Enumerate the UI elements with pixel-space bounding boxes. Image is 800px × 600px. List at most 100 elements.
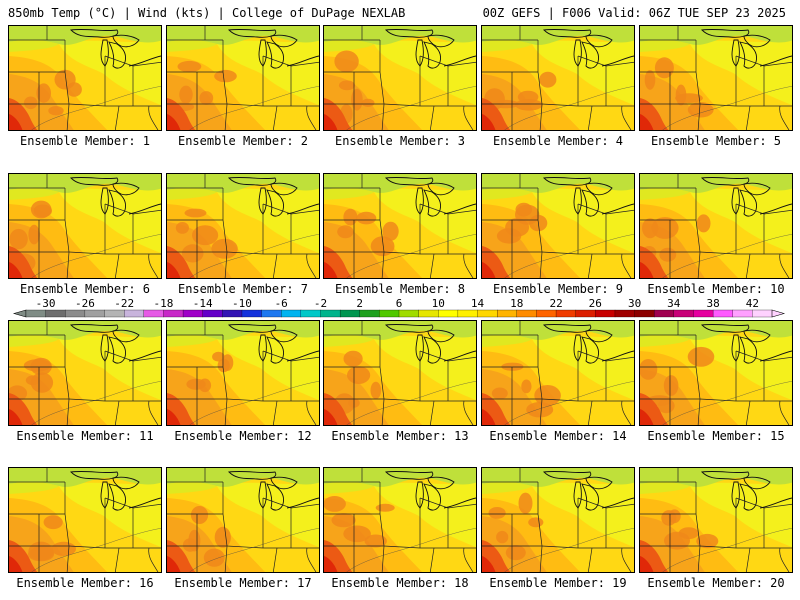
ensemble-member-label: Ensemble Member: 1 <box>19 134 151 148</box>
ensemble-member-label: Ensemble Member: 14 <box>489 429 627 443</box>
colorbar-swatch <box>732 309 753 318</box>
ensemble-map-panel <box>8 467 162 573</box>
temperature-map <box>640 321 792 425</box>
ensemble-map-panel <box>323 320 477 426</box>
colorbar-swatch <box>654 309 675 318</box>
colorbar-swatch <box>84 309 105 318</box>
temperature-map <box>9 468 161 572</box>
temperature-map <box>640 174 792 278</box>
colorbar-swatch <box>497 309 518 318</box>
colorbar-tick-label: 26 <box>589 297 602 310</box>
ensemble-member-label: Ensemble Member: 4 <box>492 134 624 148</box>
colorbar-tick-label: 2 <box>356 297 363 310</box>
ensemble-map-panel <box>8 173 162 279</box>
colorbar-swatch <box>595 309 616 318</box>
ensemble-map-panel <box>166 173 320 279</box>
model-valid-time: 00Z GEFS | F006 Valid: 06Z TUE SEP 23 20… <box>482 6 786 20</box>
temperature-map <box>167 321 319 425</box>
colorbar-tick-label: 34 <box>667 297 681 310</box>
colorbar-swatch <box>457 309 478 318</box>
temperature-map <box>167 26 319 130</box>
temperature-map <box>324 174 476 278</box>
colorbar-swatch <box>25 309 47 318</box>
ensemble-map-panel <box>639 25 793 131</box>
ensemble-map-panel <box>166 25 320 131</box>
ensemble-member-label: Ensemble Member: 17 <box>174 576 312 590</box>
colorbar-swatch <box>418 309 439 318</box>
ensemble-map-panel <box>639 173 793 279</box>
colorbar-swatch <box>634 309 655 318</box>
colorbar-swatch <box>65 309 86 318</box>
ensemble-member-label: Ensemble Member: 15 <box>647 429 785 443</box>
ensemble-member-label: Ensemble Member: 3 <box>334 134 466 148</box>
colorbar-swatch <box>359 309 380 318</box>
colorbar-tick-label: 18 <box>510 297 523 310</box>
ensemble-member-label: Ensemble Member: 11 <box>16 429 154 443</box>
colorbar-swatch <box>163 309 184 318</box>
temperature-map <box>167 468 319 572</box>
ensemble-map-panel <box>481 467 635 573</box>
ensemble-map-panel <box>481 25 635 131</box>
temperature-map <box>324 468 476 572</box>
ensemble-member-label: Ensemble Member: 5 <box>650 134 782 148</box>
colorbar-max-arrow <box>771 309 786 318</box>
colorbar-swatch <box>45 309 66 318</box>
colorbar-tick-label: 30 <box>628 297 641 310</box>
temperature-map <box>482 26 634 130</box>
colorbar-tick-label: 10 <box>432 297 445 310</box>
colorbar-tick-label: 6 <box>396 297 403 310</box>
ensemble-map-panel <box>639 320 793 426</box>
ensemble-map-panel <box>481 320 635 426</box>
temperature-map <box>640 26 792 130</box>
temperature-map <box>9 174 161 278</box>
colorbar-swatch <box>339 309 361 318</box>
colorbar-tick-label: -30 <box>36 297 56 310</box>
colorbar-swatch <box>379 309 400 318</box>
colorbar-swatch <box>261 309 282 318</box>
colorbar-tick-label: -26 <box>75 297 95 310</box>
colorbar-swatch <box>693 309 714 318</box>
colorbar-swatch <box>555 309 577 318</box>
ensemble-map-panel <box>8 25 162 131</box>
chart-title: 850mb Temp (°C) | Wind (kts) | College o… <box>8 6 406 20</box>
ensemble-member-label: Ensemble Member: 16 <box>16 576 154 590</box>
colorbar-swatch <box>712 309 734 318</box>
ensemble-member-label: Ensemble Member: 6 <box>19 282 151 296</box>
ensemble-map-panel <box>8 320 162 426</box>
ensemble-member-label: Ensemble Member: 10 <box>647 282 785 296</box>
temperature-map <box>9 26 161 130</box>
ensemble-map-panel <box>639 467 793 573</box>
temperature-map <box>482 321 634 425</box>
ensemble-map-panel <box>166 467 320 573</box>
colorbar-tick-label: -18 <box>153 297 173 310</box>
ensemble-member-label: Ensemble Member: 13 <box>331 429 469 443</box>
ensemble-member-label: Ensemble Member: 18 <box>331 576 469 590</box>
colorbar-swatch <box>104 309 125 318</box>
colorbar-swatch <box>438 309 459 318</box>
ensemble-member-label: Ensemble Member: 9 <box>492 282 624 296</box>
colorbar-tick-label: 38 <box>706 297 719 310</box>
colorbar-tick-label: 42 <box>746 297 759 310</box>
colorbar-tick-label: -2 <box>314 297 327 310</box>
ensemble-map-panel <box>323 25 477 131</box>
colorbar-swatch <box>300 309 321 318</box>
ensemble-member-label: Ensemble Member: 12 <box>174 429 312 443</box>
temperature-map <box>640 468 792 572</box>
temperature-map <box>324 321 476 425</box>
ensemble-member-label: Ensemble Member: 8 <box>334 282 466 296</box>
colorbar-tick-label: -14 <box>193 297 213 310</box>
colorbar-swatch <box>222 309 243 318</box>
colorbar-swatch <box>281 309 302 318</box>
ensemble-member-label: Ensemble Member: 19 <box>489 576 627 590</box>
ensemble-member-label: Ensemble Member: 20 <box>647 576 785 590</box>
colorbar-tick-label: -10 <box>232 297 252 310</box>
colorbar-swatch <box>124 309 145 318</box>
colorbar-tick-label: -22 <box>114 297 134 310</box>
temperature-map <box>482 174 634 278</box>
ensemble-map-panel <box>323 467 477 573</box>
colorbar-swatch <box>202 309 223 318</box>
ensemble-map-panel <box>166 320 320 426</box>
ensemble-member-label: Ensemble Member: 2 <box>177 134 309 148</box>
temperature-map <box>482 468 634 572</box>
temperature-colorbar: -30 -26 -22 -18 -14 -10 -6 -2 2 6 10 14 18 22 26 30 34 38… <box>12 297 786 318</box>
